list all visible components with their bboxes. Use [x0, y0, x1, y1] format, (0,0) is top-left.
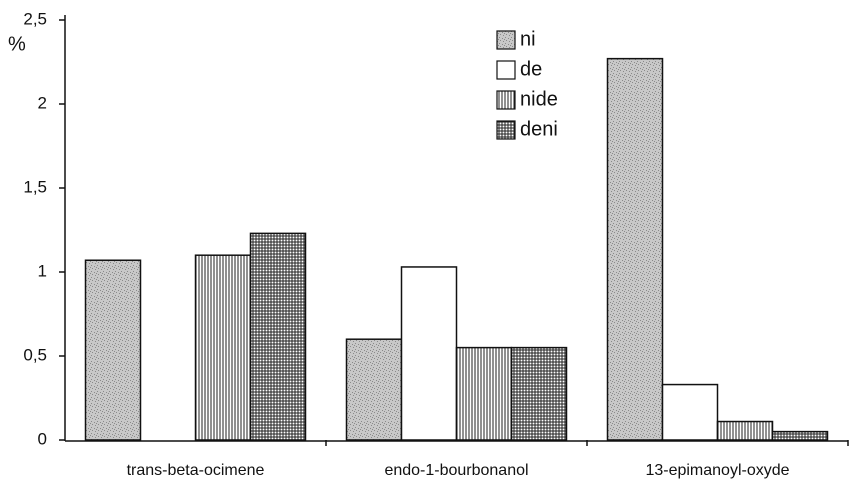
- y-tick-label: 1: [38, 261, 47, 280]
- bar: [249, 232, 307, 441]
- bar: [455, 346, 513, 441]
- bar: [194, 254, 252, 441]
- y-tick-label: 0,5: [23, 345, 47, 364]
- legend-swatch: [496, 120, 516, 140]
- legend-swatch: [496, 60, 516, 80]
- bar: [84, 259, 142, 441]
- bar: [345, 338, 403, 441]
- x-tick-label: 13-epimanoyl-oxyde: [645, 462, 789, 479]
- bar: [661, 383, 719, 441]
- legend-label: ni: [520, 28, 536, 50]
- bar: [400, 266, 458, 441]
- legend-label: de: [520, 58, 542, 80]
- bar: [510, 346, 568, 441]
- y-tick-label: 1,5: [23, 177, 47, 196]
- legend-swatch: [496, 30, 516, 50]
- y-tick-label: 2: [38, 93, 47, 112]
- y-tick-label: 2,5: [23, 9, 47, 28]
- y-axis-label: %: [8, 33, 26, 55]
- bar: [771, 430, 829, 441]
- bar: [606, 57, 664, 441]
- legend-label: deni: [520, 118, 558, 140]
- legend-swatch: [496, 90, 516, 110]
- x-tick-label: trans-beta-ocimene: [127, 462, 265, 479]
- legend-label: nide: [520, 88, 558, 110]
- bar: [716, 420, 774, 441]
- x-tick-label: endo-1-bourbonanol: [384, 462, 528, 479]
- y-tick-label: 0: [38, 429, 47, 448]
